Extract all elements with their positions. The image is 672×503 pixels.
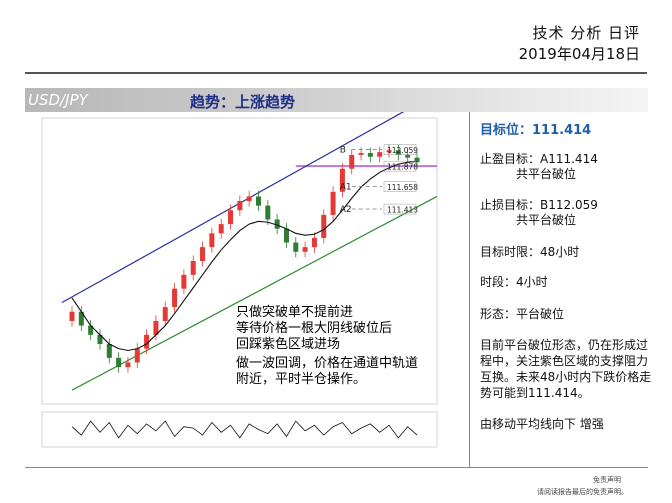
report-title: 技术 分析 日评 — [532, 24, 640, 42]
candle-body — [144, 334, 150, 349]
level-tag-box — [383, 203, 417, 215]
candle-body — [88, 325, 94, 335]
candle-body — [162, 307, 168, 321]
oscillator-line — [71, 420, 418, 439]
candle-body — [377, 152, 383, 157]
candle-body — [200, 247, 206, 261]
chart-svg: 112.059 B 111.878 111.658 A1 111.413 A2 — [41, 103, 438, 448]
target-level: 目标位：111.414 — [480, 123, 592, 138]
header-divider — [25, 72, 647, 74]
trend-label: 趋势：上涨趋势 — [190, 93, 296, 111]
oscillator-frame — [41, 411, 438, 448]
candle-body — [395, 150, 401, 155]
chart-note-line-2: 等待价格一根大阴线破位后 — [236, 321, 393, 336]
level-label: B — [340, 145, 346, 155]
chart-note-line-1: 只做突破单不提前进 — [236, 305, 354, 320]
candle-body — [181, 274, 187, 289]
disclaimer-note: 请阅读报告最后的免责声明。 — [537, 488, 628, 496]
candle-body — [125, 362, 131, 368]
title-banner: USD/JPY 趋势：上涨趋势 — [25, 88, 648, 112]
period: 时段：4小时 — [480, 275, 548, 289]
candle-body — [386, 150, 392, 153]
analysis-text: 目前平台破位形态，仍在形成过程中，关注紫色区域的支撑阻力互换。未来48小时内下跌… — [480, 338, 652, 400]
ma-note: 由移动平均线向下 增强 — [480, 417, 604, 431]
chart-note-line-5: 附近，平时半仓操作。 — [236, 372, 367, 387]
level-tag: 111.413 — [387, 206, 418, 215]
candle-body — [330, 191, 336, 215]
candle-body — [302, 247, 308, 252]
pattern: 形态：平台破位 — [480, 307, 565, 321]
column-divider — [469, 112, 470, 467]
candle-body — [218, 224, 224, 234]
candle-body — [153, 320, 159, 335]
timeframe: 目标时限：48小时 — [480, 245, 580, 259]
candle-body — [265, 205, 271, 220]
candle-body — [209, 233, 215, 248]
level-label: A1 — [340, 182, 352, 192]
candle-body — [190, 261, 196, 275]
price-chart: 112.059 B 111.878 111.658 A1 111.413 A2 — [25, 103, 469, 467]
candle-body — [246, 196, 252, 202]
candle-body — [69, 311, 75, 321]
level-tag: 112.059 — [387, 146, 418, 155]
candle-body — [414, 157, 420, 163]
level-tag-box — [383, 181, 417, 192]
currency-pair: USD/JPY — [28, 91, 88, 109]
level-label: A2 — [340, 205, 352, 215]
candle-body — [237, 201, 243, 211]
candle-body — [321, 214, 327, 238]
disclaimer-title: 免责声明 — [593, 476, 621, 484]
candle-body — [106, 344, 112, 358]
level-tag: 111.878 — [387, 163, 418, 172]
candle-body — [339, 168, 345, 192]
candle-body — [405, 154, 411, 158]
candle-body — [367, 153, 373, 157]
candle-body — [358, 153, 364, 155]
level-tag-box — [383, 160, 417, 172]
report-date: 2019年04月18日 — [518, 45, 640, 63]
candle-body — [116, 357, 122, 368]
channel-lower-line — [71, 195, 438, 391]
candle-body — [349, 154, 355, 169]
candle-body — [78, 311, 84, 326]
chart-note-line-3: 回踩紫色区域进场 — [236, 337, 341, 352]
moving-average-line — [71, 160, 418, 352]
candle-body — [134, 348, 140, 363]
candle-body — [255, 196, 261, 206]
candle-body — [228, 210, 234, 225]
candle-body — [293, 242, 299, 252]
candle-body — [97, 334, 103, 345]
chart-note-line-4: 做一波回调，价格在通道中轨道 — [236, 356, 419, 371]
take-profit-line-1: 止盈目标：A111.414 — [480, 152, 598, 166]
footer-divider — [25, 467, 648, 468]
candle-body — [172, 288, 178, 308]
candle-body — [274, 219, 280, 229]
candle-body — [283, 228, 289, 243]
level-tag: 111.658 — [387, 183, 418, 192]
level-tag-box — [383, 144, 417, 155]
stop-loss-line-2: 共平台破位 — [516, 213, 577, 227]
stop-loss-line-1: 止损目标：B112.059 — [480, 198, 598, 212]
candle-body — [311, 237, 317, 248]
take-profit-line-2: 共平台破位 — [516, 167, 577, 181]
